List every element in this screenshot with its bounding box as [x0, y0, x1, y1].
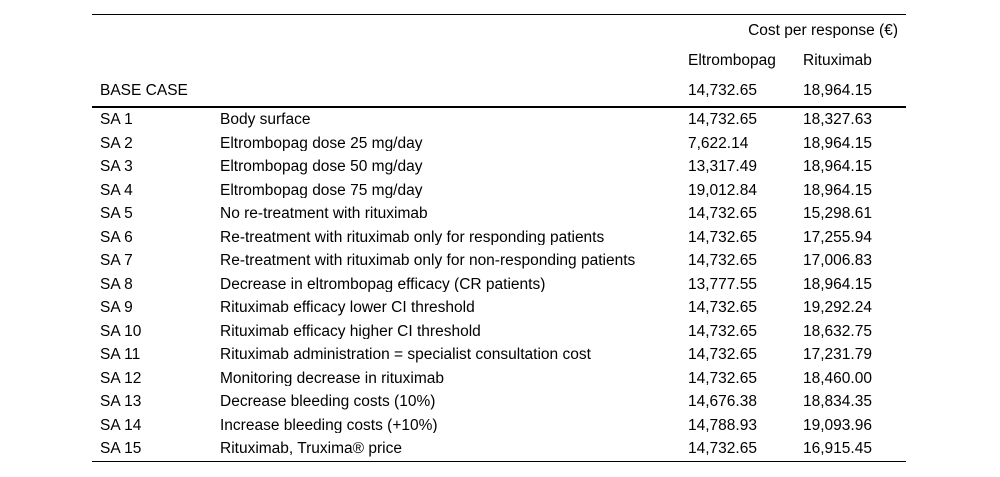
sa-description: Rituximab efficacy higher CI threshold — [220, 323, 481, 339]
table-row: SA 2 Eltrombopag dose 25 mg/day 7,622.14 18… — [92, 132, 906, 156]
eltrombopag-value: 14,788.93 — [688, 417, 757, 433]
sa-id: SA 14 — [100, 417, 142, 433]
sa-description: Rituximab efficacy lower CI threshold — [220, 300, 475, 316]
table-row: SA 6 Re-treatment with rituximab only for… — [92, 226, 906, 250]
sa-description: Rituximab administration = specialist co… — [220, 347, 591, 363]
eltrombopag-value: 14,676.38 — [688, 394, 757, 410]
eltrombopag-value: 14,732.65 — [688, 300, 757, 316]
table-row: SA 12 Monitoring decrease in rituximab 14,… — [92, 367, 906, 391]
sa-id: SA 7 — [100, 253, 133, 269]
sa-id: SA 12 — [100, 370, 142, 386]
table-row: SA 10 Rituximab efficacy higher CI thresh… — [92, 320, 906, 344]
rituximab-value: 18,834.35 — [803, 394, 872, 410]
rituximab-value: 17,231.79 — [803, 347, 872, 363]
table-header: Cost per response (€) Eltrombopag Rituxi… — [92, 15, 906, 108]
rituximab-value: 15,298.61 — [803, 206, 872, 222]
group-header-row: Cost per response (€) — [92, 15, 906, 46]
sa-description: Eltrombopag dose 25 mg/day — [220, 135, 423, 151]
table-row: SA 1 Body surface 14,732.65 18,327.63 — [92, 108, 906, 132]
sa-description: Decrease bleeding costs (10%) — [220, 394, 436, 410]
sa-description: Re-treatment with rituximab only for res… — [220, 229, 605, 245]
table-row: SA 8 Decrease in eltrombopag efficacy (CR… — [92, 273, 906, 297]
eltrombopag-value: 13,317.49 — [688, 159, 757, 175]
eltrombopag-value: 14,732.65 — [688, 253, 757, 269]
eltrombopag-value: 14,732.65 — [688, 229, 757, 245]
base-case-eltrombopag-value: 14,732.65 — [688, 83, 757, 99]
eltrombopag-value: 14,732.65 — [688, 206, 757, 222]
rituximab-value: 19,292.24 — [803, 300, 872, 316]
sa-id: SA 4 — [100, 182, 133, 198]
sa-id: SA 13 — [100, 394, 142, 410]
eltrombopag-value: 14,732.65 — [688, 323, 757, 339]
sa-id: SA 6 — [100, 229, 133, 245]
table-row: SA 3 Eltrombopag dose 50 mg/day 13,317.49 1… — [92, 155, 906, 179]
table-row: SA 7 Re-treatment with rituximab only for… — [92, 249, 906, 273]
sa-description: Monitoring decrease in rituximab — [220, 370, 444, 386]
sa-id: SA 3 — [100, 159, 133, 175]
column-header-rituximab: Rituximab — [803, 53, 872, 69]
sa-rows-body: SA 1 Body surface 14,732.65 18,327.63 SA 2 El… — [92, 108, 906, 461]
rituximab-value: 18,964.15 — [803, 182, 872, 198]
rituximab-value: 18,964.15 — [803, 159, 872, 175]
rituximab-value: 17,006.83 — [803, 253, 872, 269]
column-headers-row: Eltrombopag Rituximab — [92, 46, 906, 76]
table-row: SA 14 Increase bleeding costs (+10%) 14,78… — [92, 414, 906, 438]
rituximab-value: 18,632.75 — [803, 323, 872, 339]
eltrombopag-value: 14,732.65 — [688, 370, 757, 386]
eltrombopag-value: 14,732.65 — [688, 112, 757, 128]
rituximab-value: 18,460.00 — [803, 370, 872, 386]
sensitivity-analysis-table: Cost per response (€) Eltrombopag Rituxi… — [92, 14, 906, 462]
base-case-row: BASE CASE 14,732.65 18,964.15 — [92, 76, 906, 106]
sa-id: SA 5 — [100, 206, 133, 222]
sa-description: Rituximab, Truxima® price — [220, 441, 402, 457]
eltrombopag-value: 7,622.14 — [688, 135, 749, 151]
column-header-eltrombopag: Eltrombopag — [688, 53, 776, 69]
cost-per-response-header: Cost per response (€) — [748, 22, 898, 39]
table-row: SA 11 Rituximab administration = speciali… — [92, 343, 906, 367]
eltrombopag-value: 14,732.65 — [688, 347, 757, 363]
table-row: SA 9 Rituximab efficacy lower CI threshol… — [92, 296, 906, 320]
rituximab-value: 18,327.63 — [803, 112, 872, 128]
eltrombopag-value: 19,012.84 — [688, 182, 757, 198]
rituximab-value: 17,255.94 — [803, 229, 872, 245]
rituximab-value: 18,964.15 — [803, 135, 872, 151]
eltrombopag-value: 13,777.55 — [688, 276, 757, 292]
sa-description: No re-treatment with rituximab — [220, 206, 428, 222]
base-case-label: BASE CASE — [100, 83, 188, 99]
sa-description: Eltrombopag dose 50 mg/day — [220, 159, 423, 175]
sa-id: SA 10 — [100, 323, 142, 339]
rituximab-value: 19,093.96 — [803, 417, 872, 433]
sa-id: SA 1 — [100, 112, 133, 128]
sa-id: SA 15 — [100, 441, 142, 457]
sa-description: Eltrombopag dose 75 mg/day — [220, 182, 423, 198]
sa-description: Body surface — [220, 112, 311, 128]
sa-id: SA 2 — [100, 135, 133, 151]
eltrombopag-value: 14,732.65 — [688, 441, 757, 457]
table-row: SA 4 Eltrombopag dose 75 mg/day 19,012.84 1… — [92, 179, 906, 203]
rituximab-value: 18,964.15 — [803, 276, 872, 292]
sa-description: Re-treatment with rituximab only for non… — [220, 253, 636, 269]
sa-description: Decrease in eltrombopag efficacy (CR pat… — [220, 276, 546, 292]
base-case-rituximab-value: 18,964.15 — [803, 83, 872, 99]
sa-id: SA 9 — [100, 300, 133, 316]
table-row: SA 13 Decrease bleeding costs (10%) 14,676… — [92, 390, 906, 414]
sa-description: Increase bleeding costs (+10%) — [220, 417, 438, 433]
sa-id: SA 11 — [100, 347, 141, 363]
table-row: SA 15 Rituximab, Truxima® price 14,732.65 1… — [92, 437, 906, 461]
sa-id: SA 8 — [100, 276, 133, 292]
rituximab-value: 16,915.45 — [803, 441, 872, 457]
table-row: SA 5 No re-treatment with rituximab 14,732… — [92, 202, 906, 226]
